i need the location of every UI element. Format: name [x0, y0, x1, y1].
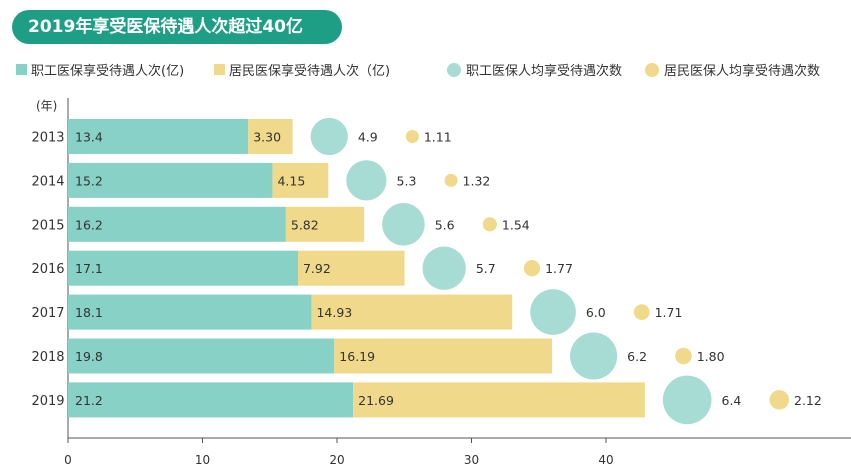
bubble-employee-2015: [382, 203, 425, 246]
bar-label-employee-2013: 13.4: [75, 130, 103, 145]
bar-employee-2017: [68, 294, 312, 330]
bar-label-employee-2015: 16.2: [75, 217, 103, 232]
legend-label-0: 职工医保享受待遇人次(亿): [31, 63, 184, 79]
x-tick-label-30: 30: [464, 453, 479, 467]
bar-label-resident-2019: 21.69: [358, 393, 394, 408]
bar-label-resident-2014: 4.15: [277, 173, 305, 188]
bubble-label-resident-2018: 1.80: [697, 349, 725, 364]
bubble-label-resident-2015: 1.54: [502, 217, 530, 232]
bar-label-resident-2016: 7.92: [303, 261, 331, 276]
bubble-employee-2018: [570, 332, 618, 380]
bubble-employee-2019: [662, 375, 712, 425]
legend: 职工医保享受待遇人次(亿) 居民医保享受待遇人次（亿) 职工医保人均享受待遇次数 居民…: [16, 63, 820, 79]
bar-resident-2016: [297, 250, 405, 286]
bubble-label-employee-2014: 5.3: [397, 173, 417, 188]
bar-employee-2016: [68, 250, 298, 286]
bar-label-resident-2015: 5.82: [291, 217, 319, 232]
bar-label-resident-2018: 16.19: [339, 349, 375, 364]
bar-employee-2019: [68, 382, 354, 418]
bar-label-employee-2016: 17.1: [75, 261, 103, 276]
bubble-resident-2013: [405, 130, 419, 143]
bars: 13.4 3.30 15.2 4.15 16.2 5.82 17.1 7.92 18.1 14.9…: [68, 119, 645, 418]
bubble-label-employee-2016: 5.7: [476, 261, 496, 276]
bubble-resident-2016: [523, 260, 541, 277]
y-axis-unit-label: (年): [36, 99, 57, 113]
bar-employee-2018: [68, 338, 335, 374]
bubble-label-employee-2013: 4.9: [358, 130, 378, 145]
bubble-label-resident-2019: 2.12: [794, 393, 822, 408]
bubble-resident-2014: [444, 173, 458, 187]
category-label-2019: 2019: [31, 394, 64, 409]
bar-label-resident-2013: 3.30: [253, 130, 281, 145]
bubbles: 4.9 1.11 5.3 1.32 5.6 1.54 5.7 1.77 6.0 1.71 6.2 1.…: [310, 117, 822, 425]
legend-swatch-1: [214, 64, 225, 75]
legend-label-1: 居民医保享受待遇人次（亿): [229, 63, 390, 79]
category-label-2016: 2016: [31, 262, 64, 277]
bubble-label-employee-2018: 6.2: [627, 349, 647, 364]
bubble-label-employee-2015: 5.6: [435, 217, 455, 232]
category-label-2013: 2013: [31, 131, 64, 146]
axes: (年) 0 10 20 30 40 2013 2014 2015 2016 2017 2018 2019: [31, 98, 851, 467]
legend-label-2: 职工医保人均享受待遇次数: [466, 63, 622, 79]
bar-resident-2018: [334, 338, 553, 374]
legend-swatch-2: [447, 63, 461, 77]
bubble-label-resident-2016: 1.77: [545, 261, 573, 276]
bar-label-resident-2017: 14.93: [316, 305, 352, 320]
bubble-label-resident-2014: 1.32: [463, 173, 491, 188]
bubble-employee-2016: [422, 246, 466, 290]
x-tick-label-10: 10: [195, 453, 210, 467]
bar-employee-2015: [68, 206, 286, 242]
bar-label-employee-2014: 15.2: [75, 173, 103, 188]
bar-resident-2013: [248, 119, 293, 154]
x-tick-label-0: 0: [64, 453, 72, 467]
bar-resident-2017: [311, 294, 513, 330]
bubble-resident-2017: [633, 304, 650, 320]
bar-resident-2014: [272, 162, 329, 198]
bubble-resident-2018: [675, 347, 692, 365]
bar-employee-2014: [68, 162, 273, 198]
bubble-label-employee-2019: 6.4: [722, 393, 742, 408]
bubble-label-employee-2017: 6.0: [586, 305, 606, 320]
bar-resident-2019: [353, 382, 645, 418]
legend-swatch-3: [645, 63, 659, 77]
category-label-2014: 2014: [31, 174, 64, 189]
bubble-employee-2014: [346, 160, 387, 201]
bubble-resident-2019: [769, 390, 790, 410]
bubble-label-resident-2013: 1.11: [424, 130, 452, 145]
bubble-employee-2013: [310, 117, 348, 156]
category-label-2017: 2017: [31, 306, 64, 321]
bar-label-employee-2017: 18.1: [75, 305, 103, 320]
bar-employee-2013: [68, 119, 249, 154]
bubble-label-resident-2017: 1.71: [655, 305, 683, 320]
x-tick-label-40: 40: [598, 453, 613, 467]
bar-label-employee-2018: 19.8: [75, 349, 103, 364]
category-label-2018: 2018: [31, 350, 64, 365]
category-label-2015: 2015: [31, 218, 64, 233]
legend-swatch-0: [16, 64, 27, 75]
x-tick-label-20: 20: [329, 453, 344, 467]
bubble-resident-2015: [482, 217, 497, 232]
bubble-employee-2017: [530, 289, 576, 335]
legend-label-3: 居民医保人均享受待遇次数: [664, 63, 820, 79]
bar-label-employee-2019: 21.2: [75, 393, 103, 408]
chart-title: 2019年享受医保待遇人次超过40亿: [12, 10, 342, 44]
bar-resident-2015: [285, 206, 365, 242]
